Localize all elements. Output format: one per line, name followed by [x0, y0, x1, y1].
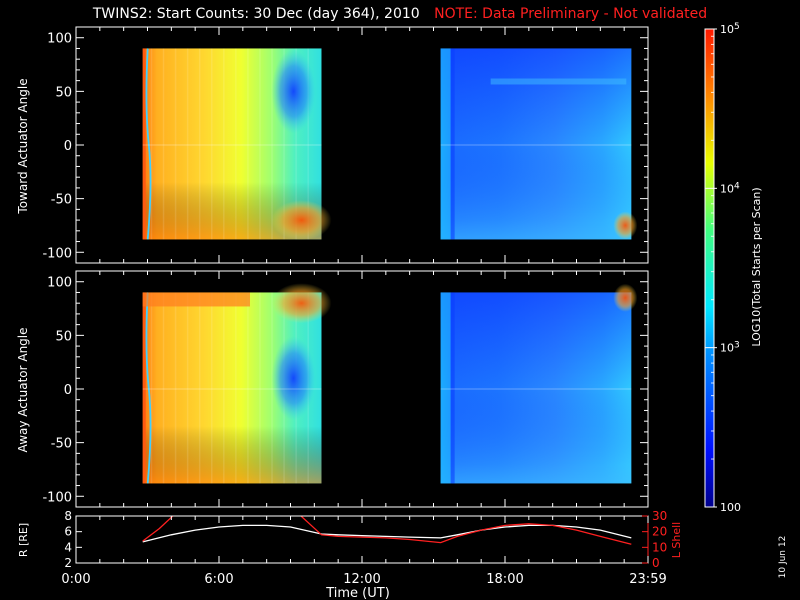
low-count-region [271, 336, 316, 421]
colorbar-tick-label: 100 [720, 501, 741, 514]
away-actuator-panel: 100 50 0 -50 -100 [42, 270, 649, 508]
heatmap-shade [440, 48, 632, 240]
heatmap-shade [440, 292, 632, 484]
y-tick-label: 4 [64, 540, 72, 554]
striation [223, 48, 225, 240]
striation [150, 292, 153, 484]
striation [186, 48, 189, 240]
y-tick-label: 0 [64, 139, 72, 154]
y-tick-label: 8 [64, 509, 72, 523]
y2-tick-label: 10 [652, 540, 667, 554]
colorbar-label: LOG10(Total Starts per Scan) [750, 187, 763, 346]
striation [174, 292, 177, 484]
horizontal-band [490, 78, 627, 85]
colorbar-gradient [704, 28, 715, 508]
heatmap-block-1 [142, 48, 332, 241]
striation [198, 48, 201, 240]
y2-tick-label: 20 [652, 525, 667, 539]
low-count-region [271, 49, 316, 134]
edge-trace [145, 292, 152, 484]
striation [235, 292, 237, 484]
striation [271, 292, 273, 484]
high-count-region [613, 211, 638, 240]
striation [307, 48, 309, 240]
panel3-y2label: L Shell [670, 522, 683, 558]
striation [162, 48, 165, 240]
striation [247, 48, 249, 240]
edge-band [450, 48, 455, 240]
striation [211, 292, 213, 484]
edge-band [450, 292, 455, 484]
edge-band [440, 48, 451, 240]
preliminary-note: NOTE: Data Preliminary - Not validated [434, 6, 708, 22]
figure-title: TWINS2: Start Counts: 30 Dec (day 364), … [0, 6, 800, 22]
x-tick-label: 23:59 [629, 572, 666, 587]
edge-trace [145, 48, 152, 240]
radius-line [142, 524, 632, 543]
y-tick-label: -100 [42, 490, 72, 505]
striation [235, 48, 237, 240]
panel3-ylabel: R [RE] [17, 523, 30, 557]
striation [174, 48, 177, 240]
panel2-ylabel: Away Actuator Angle [16, 327, 30, 452]
y-tick-label: -50 [51, 193, 72, 208]
y-tick-label: 2 [64, 556, 72, 570]
striation [150, 48, 153, 240]
striation [223, 292, 225, 484]
striation [295, 48, 297, 240]
y-tick-label: 50 [55, 85, 72, 100]
striation [259, 48, 261, 240]
date-stamp: 10 Jun 12 [778, 536, 788, 579]
striation [186, 292, 189, 484]
colorbar-tick-label: 105 [720, 22, 740, 36]
panel1-ylabel: Toward Actuator Angle [16, 78, 30, 214]
l-shell-line [142, 516, 632, 545]
striation [198, 292, 201, 484]
x-tick-label: 0:00 [61, 572, 90, 587]
colorbar-tick-label: 104 [720, 181, 740, 195]
striation [283, 48, 285, 240]
striation [271, 48, 273, 240]
y-tick-label: 100 [47, 32, 72, 47]
heatmap-block-1 [142, 283, 332, 484]
title-text: TWINS2: Start Counts: 30 Dec (day 364), … [92, 6, 420, 22]
striation [211, 48, 213, 240]
x-tick-label: 12:00 [343, 572, 380, 587]
y-tick-label: 100 [47, 276, 72, 291]
striation [247, 292, 249, 484]
y-tick-label: 6 [64, 525, 72, 539]
y-tick-label: -50 [51, 437, 72, 452]
orbit-frame [75, 515, 649, 564]
striation [259, 292, 261, 484]
y-tick-label: 0 [64, 383, 72, 398]
toward-actuator-panel: 100 50 0 -50 -100 [42, 26, 649, 264]
edge-band [142, 292, 146, 484]
x-tick-label: 18:00 [486, 572, 523, 587]
x-tick-label: 6:00 [204, 572, 233, 587]
high-count-region [271, 283, 332, 324]
striation [162, 292, 165, 484]
high-count-region [271, 200, 332, 241]
y-tick-label: -100 [42, 246, 72, 261]
y2-tick-label: 30 [652, 509, 667, 523]
colorbar-tick-label: 103 [720, 341, 740, 355]
edge-band [142, 48, 146, 240]
top-band [142, 292, 250, 307]
y2-tick-label: 0 [652, 556, 660, 570]
colorbar: 100 103 104 105 [704, 22, 741, 514]
heatmap-block-2 [440, 283, 638, 484]
high-count-region [613, 283, 638, 312]
x-axis-label: Time (UT) [325, 586, 390, 600]
y-tick-label: 50 [55, 329, 72, 344]
edge-band [440, 292, 451, 484]
heatmap-block-2 [440, 48, 638, 240]
